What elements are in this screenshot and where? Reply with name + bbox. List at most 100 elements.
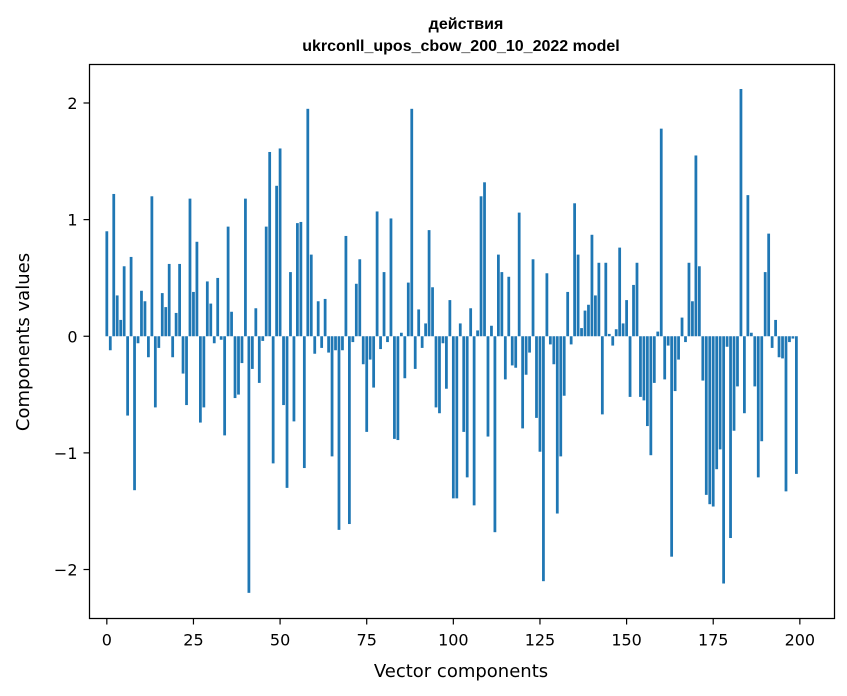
bar [569, 336, 573, 345]
bar [122, 266, 126, 337]
bar [306, 108, 310, 337]
bar [597, 262, 601, 337]
bar [465, 336, 469, 478]
x-tick-label: 100 [438, 631, 469, 650]
bar [652, 336, 656, 383]
bar [403, 336, 407, 379]
bar [701, 336, 705, 381]
bar [330, 336, 334, 457]
bar [545, 273, 549, 337]
bar [680, 317, 684, 337]
bar [535, 336, 538, 418]
bar [358, 259, 362, 337]
bar [715, 336, 719, 470]
bar [199, 336, 202, 423]
bar [573, 203, 576, 337]
bar [729, 336, 732, 539]
bar [607, 333, 611, 337]
bar [167, 263, 171, 337]
bar [410, 108, 414, 337]
bar [625, 300, 628, 337]
bar [115, 295, 119, 337]
bar [756, 336, 760, 478]
bar [192, 291, 195, 337]
bar [354, 283, 358, 337]
bar [490, 325, 493, 337]
bar [285, 336, 289, 488]
bar [479, 196, 483, 337]
bar [424, 323, 427, 337]
bar [382, 272, 386, 337]
bar [594, 295, 597, 337]
bar [375, 211, 379, 337]
bar [181, 336, 185, 374]
bar [493, 336, 497, 533]
bar [795, 336, 798, 474]
bars-group [105, 88, 798, 593]
bar [105, 231, 109, 337]
x-tick-label: 175 [698, 631, 729, 650]
bar [774, 319, 777, 337]
bar [514, 336, 518, 368]
bar [739, 88, 743, 337]
bar [562, 336, 566, 396]
bar [257, 336, 261, 383]
x-axis: 0 25 50 75 100 125 150 175 200 [102, 618, 815, 650]
bar [427, 230, 431, 337]
bar [209, 303, 213, 337]
bar [341, 336, 344, 351]
bar [777, 336, 781, 358]
bar [736, 336, 739, 387]
bar [289, 272, 292, 337]
bar [677, 336, 680, 360]
bar [611, 336, 615, 346]
bar [195, 241, 199, 337]
bar [320, 336, 324, 348]
bar [368, 336, 372, 360]
x-tick-label: 125 [525, 631, 556, 650]
bar [271, 336, 275, 464]
bar [275, 185, 278, 337]
bar [781, 336, 784, 359]
bar [472, 336, 476, 506]
bar [455, 336, 459, 499]
plot-frame [88, 63, 836, 620]
bar [160, 293, 164, 337]
bar [656, 331, 660, 337]
bar [708, 336, 712, 505]
bar [431, 287, 434, 337]
bar [770, 336, 774, 348]
bar [299, 221, 303, 337]
x-tick-label: 150 [611, 631, 642, 650]
bar [580, 328, 583, 337]
bar [316, 301, 320, 337]
bar [292, 336, 296, 422]
bar [119, 319, 123, 337]
bar [583, 310, 587, 337]
bar [704, 336, 708, 495]
bar [264, 226, 268, 337]
bar [476, 330, 479, 337]
bar [670, 336, 674, 557]
bar [646, 336, 649, 427]
bar [230, 311, 233, 337]
bar [237, 336, 240, 395]
bar [133, 336, 136, 491]
bar [673, 336, 677, 392]
bar [174, 312, 178, 337]
bar [434, 336, 438, 408]
bar [725, 336, 729, 347]
bar [393, 336, 396, 439]
bar [767, 233, 771, 337]
bar [140, 290, 143, 337]
bar [309, 254, 313, 337]
bar [438, 336, 441, 414]
bar [517, 212, 521, 337]
bar [552, 336, 556, 365]
bar [614, 329, 618, 337]
bar [743, 336, 746, 414]
chart-subtitle: ukrconll_upos_cbow_200_10_2022 model [302, 38, 619, 55]
bar [327, 336, 330, 353]
bar [372, 336, 376, 388]
